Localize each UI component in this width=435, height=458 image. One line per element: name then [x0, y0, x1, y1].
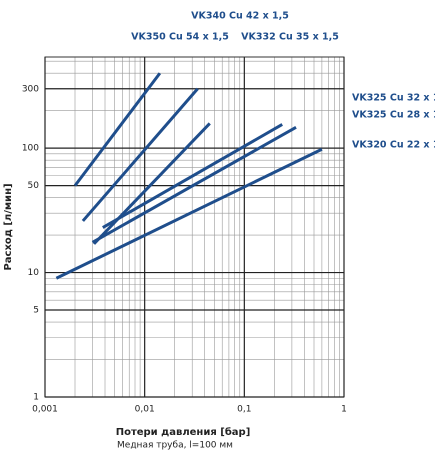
series-line: [91, 126, 297, 244]
x-tick-label: 0,001: [32, 405, 58, 415]
y-tick-label: 1: [33, 393, 39, 403]
series-label: VK350 Cu 54 x 1,5: [131, 32, 229, 43]
x-tick-label: 1: [341, 405, 347, 415]
series-line: [102, 123, 283, 229]
plot-frame: [44, 56, 345, 398]
y-tick-label: 50: [28, 181, 40, 191]
series-label: VK325 Cu 28 x 1: [352, 110, 435, 121]
series-label: VK320 Cu 22 x 1: [352, 140, 435, 151]
series-line: [81, 87, 199, 222]
y-tick-label: 5: [33, 306, 39, 316]
series-label: VK325 Cu 32 x 1: [352, 93, 435, 104]
y-axis-label: Расход [л/мин]: [3, 183, 14, 270]
series-label: VK340 Cu 42 x 1,5: [191, 11, 289, 22]
series-line: [73, 72, 162, 187]
x-axis-label: Потери давления [бар]: [116, 426, 251, 438]
x-tick-label: 0,01: [135, 405, 155, 415]
y-tick-label: 100: [22, 144, 39, 154]
series-label: VK332 Cu 35 x 1,5: [241, 32, 339, 43]
y-tick-label: 300: [22, 84, 39, 94]
series-line: [92, 122, 211, 245]
series-line: [55, 147, 323, 280]
x-tick-label: 0,1: [237, 405, 251, 415]
x-axis-sublabel: Медная труба, l=100 мм: [117, 441, 233, 451]
y-tick-label: 10: [28, 268, 40, 278]
